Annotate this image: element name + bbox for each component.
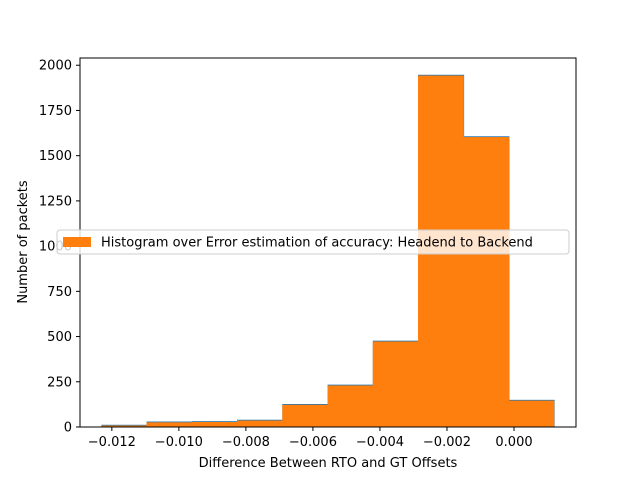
x-tick-label: −0.010 [155,435,203,450]
y-tick-label: 1500 [39,149,72,164]
histogram-bar-fill [191,422,238,427]
y-tick-label: 0 [64,421,72,436]
legend-swatch [63,237,91,247]
legend-box [56,229,570,255]
y-tick-label: 1250 [39,194,72,209]
x-tick-label: 0.000 [495,435,532,450]
histogram-bar-fill [237,420,283,427]
x-axis-ticks: −0.012 −0.010 −0.008 −0.006 −0.004 −0.002 0.00… [88,427,533,450]
x-tick-label: −0.002 [423,435,471,450]
legend: Histogram over Error estimation of accur… [56,229,570,255]
histogram-bar-fill [101,425,148,427]
y-tick-label: 1750 [39,104,72,119]
x-tick-label: −0.012 [88,435,136,450]
histogram-bar-fill [327,385,374,427]
histogram-bar-fill [372,341,419,427]
y-tick-label: 500 [47,330,72,345]
y-tick-label: 250 [47,375,72,390]
y-tick-label: 750 [47,285,72,300]
histogram-bar-fill [463,137,510,427]
histogram-bar-fill [508,400,555,427]
histogram-bar-fill [146,422,193,427]
x-axis-label: Difference Between RTO and GT Offsets [199,456,458,471]
y-tick-label: 2000 [39,59,72,74]
legend-label: Histogram over Error estimation of accur… [101,236,533,251]
y-axis-label: Number of packets [16,180,31,304]
x-tick-label: −0.008 [222,435,270,450]
x-tick-label: −0.006 [289,435,337,450]
x-tick-label: −0.004 [356,435,404,450]
histogram-bar-fill [282,404,329,427]
